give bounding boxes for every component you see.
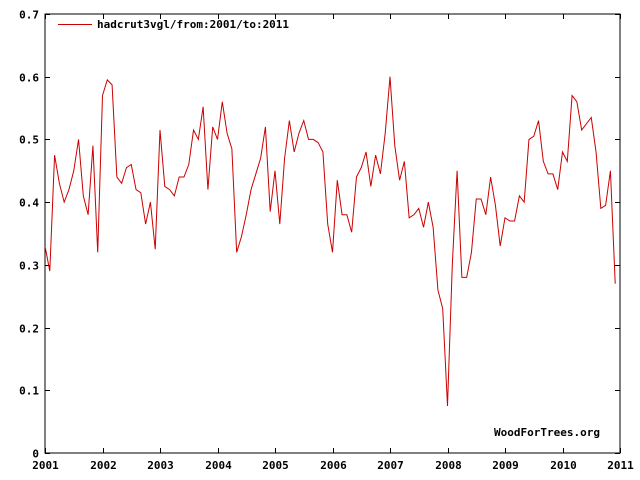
series-group [44, 76, 616, 406]
plot-area [44, 13, 621, 454]
x-tick-label: 2003 [147, 459, 174, 472]
axis-ticks: 0 0.1 0.2 0.3 0.4 0.5 0.6 0.7 2001 2002 2003 2004 20… [19, 9, 634, 473]
y-tick-label: 0.1 [19, 385, 39, 398]
x-tick-label: 2011 [607, 459, 634, 472]
y-tick-label: 0.2 [19, 323, 39, 336]
y-tick-label: 0.5 [19, 134, 39, 147]
series-line [44, 76, 616, 406]
x-tick-label: 2002 [90, 459, 117, 472]
watermark: WoodForTrees.org [494, 426, 600, 439]
legend-label: hadcrut3vgl/from:2001/to:2011 [97, 18, 289, 31]
x-tick-label: 2004 [205, 459, 232, 472]
x-tick-label: 2005 [262, 459, 289, 472]
y-tick-label: 0.7 [19, 9, 39, 22]
y-tick-label: 0.4 [19, 197, 39, 210]
x-tick-label: 2009 [492, 459, 519, 472]
x-tick-label: 2001 [32, 459, 59, 472]
legend: hadcrut3vgl/from:2001/to:2011 [58, 18, 289, 31]
x-tick-label: 2006 [320, 459, 347, 472]
x-tick-label: 2010 [550, 459, 577, 472]
y-tick-label: 0 [32, 448, 39, 461]
x-tick-label: 2008 [435, 459, 462, 472]
x-tick-label: 2007 [377, 459, 404, 472]
y-tick-label: 0.6 [19, 72, 39, 85]
y-tick-label: 0.3 [19, 260, 39, 273]
